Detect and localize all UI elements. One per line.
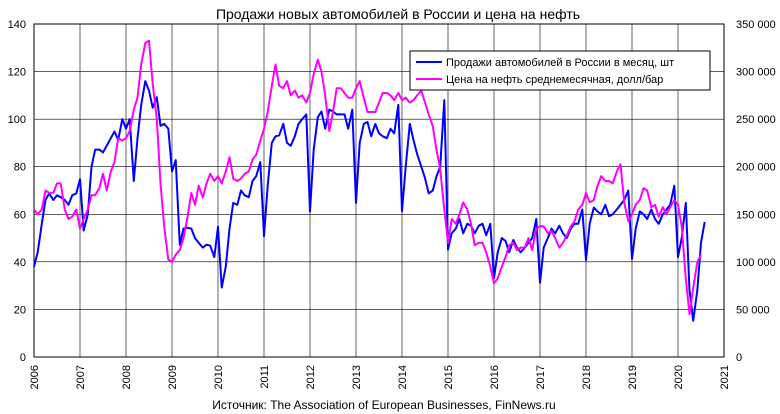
x-tick-label: 2010 xyxy=(213,365,225,389)
x-tick-label: 2007 xyxy=(75,365,87,389)
x-tick-label: 2012 xyxy=(305,365,317,389)
y-right-tick-label: 300 000 xyxy=(736,67,776,79)
x-tick-label: 2008 xyxy=(121,365,133,389)
x-tick-label: 2020 xyxy=(673,365,685,389)
source-note: Источник: The Association of European Bu… xyxy=(212,398,555,412)
x-tick-label: 2017 xyxy=(535,365,547,389)
y-right-tick-label: 200 000 xyxy=(736,162,776,174)
y-right-tick-label: 150 000 xyxy=(736,209,776,221)
y-left-tick-label: 60 xyxy=(14,209,26,221)
chart-title: Продажи новых автомобилей в России и цен… xyxy=(216,6,580,22)
y-left-tick-label: 100 xyxy=(8,114,26,126)
left-axis-ticks: 0 20 40 60 80 100 120 140 xyxy=(8,19,26,364)
legend-label-oil: Цена на нефть среднемесячная, долл/бар xyxy=(446,74,663,86)
x-tick-label: 2011 xyxy=(259,365,271,389)
series-lines xyxy=(33,39,706,322)
y-right-tick-label: 250 000 xyxy=(736,114,776,126)
y-left-tick-label: 40 xyxy=(14,257,26,269)
x-tick-label: 2018 xyxy=(581,365,593,389)
series-line-oil-price xyxy=(33,39,702,316)
x-tick-label: 2006 xyxy=(29,365,41,389)
series-line-car-sales xyxy=(33,80,706,322)
x-tick-label: 2016 xyxy=(489,365,501,389)
legend: Продажи автомобилей в России в месяц, шт… xyxy=(409,50,711,91)
legend-label-sales: Продажи автомобилей в России в месяц, шт xyxy=(446,57,674,69)
plot-area xyxy=(33,23,725,358)
legend-box xyxy=(409,50,711,91)
x-axis-ticks: 2006 2007 2008 2009 2010 2011 2012 2013 2014 2015… xyxy=(29,365,731,389)
y-right-tick-label: 100 000 xyxy=(736,257,776,269)
right-axis-ticks: 0 50 000 100 000 150 000 200 000 250 000 300 0… xyxy=(736,19,776,364)
y-left-tick-label: 20 xyxy=(14,304,26,316)
x-tick-label: 2021 xyxy=(719,365,731,389)
y-left-tick-label: 140 xyxy=(8,19,26,31)
x-tick-label: 2014 xyxy=(397,365,409,389)
x-tick-label: 2019 xyxy=(627,365,639,389)
y-right-tick-label: 50 000 xyxy=(736,304,770,316)
y-left-tick-label: 0 xyxy=(20,352,26,364)
y-left-tick-label: 80 xyxy=(14,162,26,174)
y-right-tick-label: 350 000 xyxy=(736,19,776,31)
x-tick-label: 2015 xyxy=(443,365,455,389)
x-tick-label: 2009 xyxy=(167,365,179,389)
x-tick-label: 2013 xyxy=(351,365,363,389)
y-right-tick-label: 0 xyxy=(736,352,742,364)
y-left-tick-label: 120 xyxy=(8,67,26,79)
